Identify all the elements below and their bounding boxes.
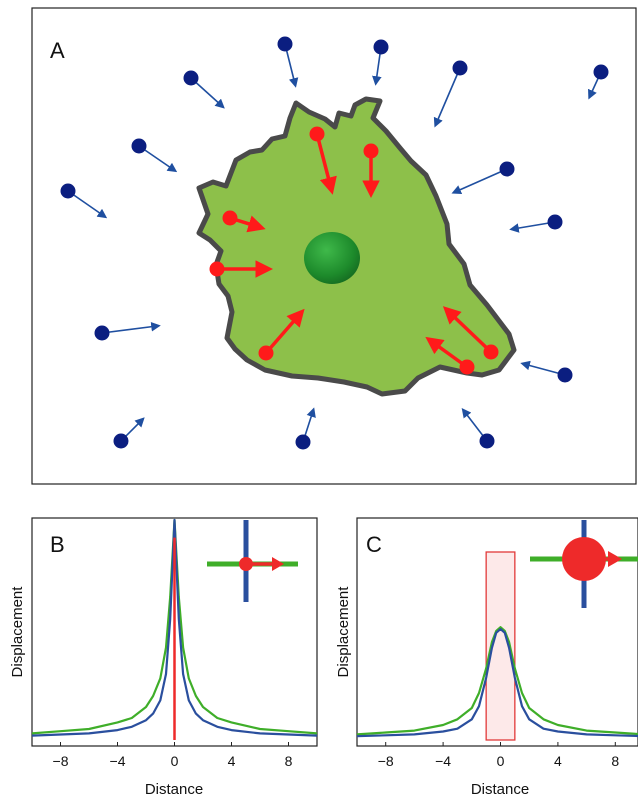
panel-c-letter: C [366,532,382,557]
panel-c-plot [357,551,638,741]
panel-a: A [31,7,637,485]
panel-c-ticks: −8 −4 0 4 8 [378,742,619,769]
blue-bead [113,417,145,449]
blue-bead [451,161,515,195]
nucleus [304,232,360,284]
series-blue-line [32,518,317,737]
x-tick-label: 8 [285,753,293,769]
blue-bead [131,138,178,173]
red-bead [362,143,380,198]
panel-b-plot [32,518,317,740]
x-tick-label: 4 [228,753,236,769]
panel-c: C −8 −4 0 4 8 Distance Displacement [335,517,638,798]
red-bead [442,306,499,360]
blue-bead [520,360,573,383]
panel-c-ylabel: Displacement [335,586,352,678]
x-tick-label: 0 [497,753,505,769]
blue-bead [372,39,389,86]
panel-b-xlabel: Distance [145,781,203,798]
red-bead [222,210,266,233]
x-tick-label: −4 [435,753,451,769]
panel-b-letter: B [50,532,65,557]
blue-bead [183,70,225,109]
x-tick-label: −8 [53,753,69,769]
large-bead-cross-icon [530,520,638,608]
outer-beads [60,36,609,450]
red-bead [425,336,475,375]
panel-b-ticks: −8 −4 0 4 8 [53,742,293,769]
x-tick-label: 4 [554,753,562,769]
panel-b-ylabel: Displacement [9,586,26,678]
blue-bead [433,60,468,128]
blue-bead [509,214,563,233]
small-bead-cross-icon [207,520,298,602]
blue-bead [461,407,495,449]
x-tick-label: 0 [171,753,179,769]
red-bead [209,260,273,278]
blue-bead [277,36,299,88]
blue-bead [94,321,161,341]
series-blue-line [357,628,638,738]
blue-bead [295,407,316,450]
blue-bead [588,64,609,100]
x-tick-label: −4 [110,753,126,769]
inner-beads [209,126,499,375]
x-tick-label: −8 [378,753,394,769]
panel-c-xlabel: Distance [471,781,529,798]
x-tick-label: 8 [611,753,619,769]
panel-a-letter: A [50,38,65,63]
red-bead [258,308,305,361]
panel-b: B −8 −4 0 4 8 Distance Displacement [9,517,318,798]
series-green-line [357,626,638,736]
blue-bead [60,183,108,219]
red-bead [309,126,337,195]
